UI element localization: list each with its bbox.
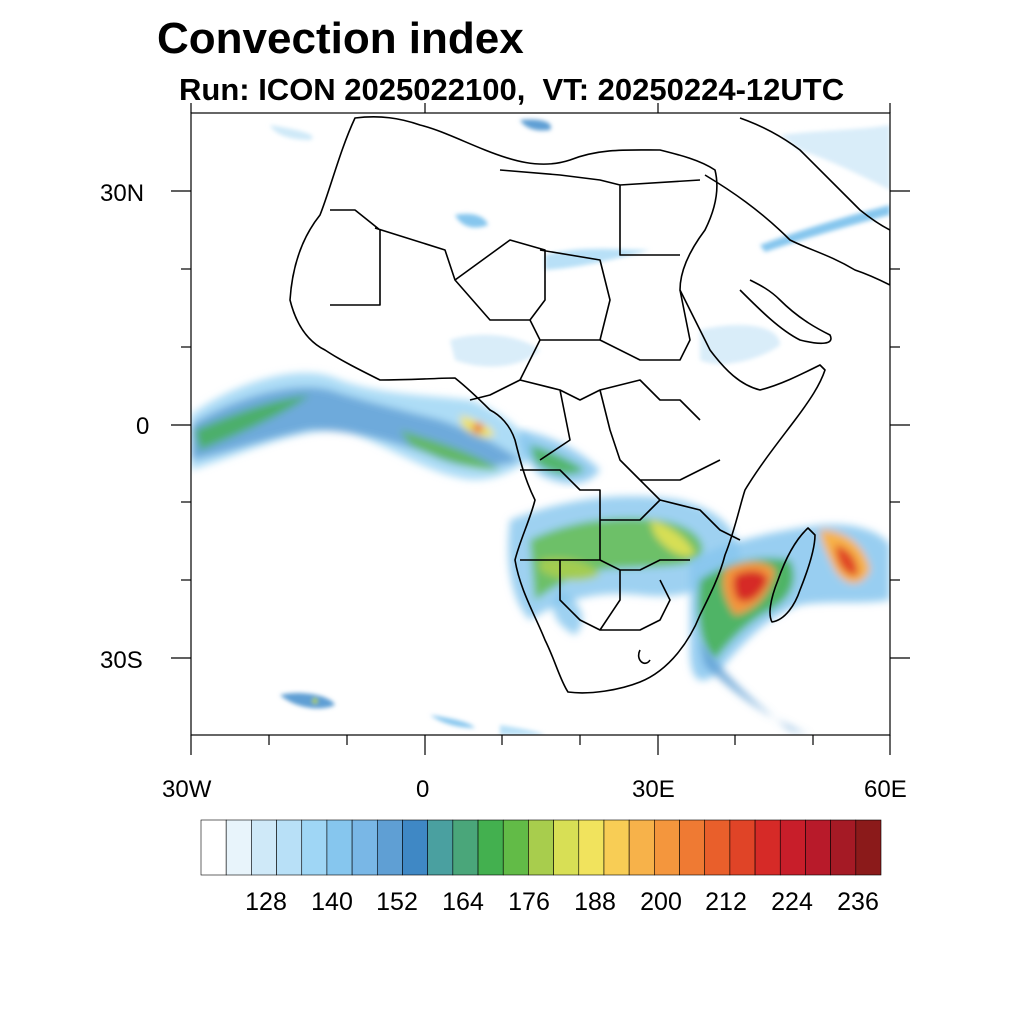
colorbar-swatch [326, 819, 353, 876]
axis-ticks [171, 103, 910, 755]
colorbar-swatch [603, 819, 630, 876]
colorbar-swatch [502, 819, 529, 876]
lon-label-30w: 30W [162, 776, 212, 803]
colorbar-swatch [251, 819, 277, 876]
colorbar-label: 236 [837, 888, 879, 916]
lon-label-0: 0 [416, 776, 430, 803]
colorbar-swatch [553, 819, 580, 876]
lat-label-30s: 30S [100, 647, 143, 674]
convection-mozambique-channel [690, 524, 890, 681]
horn-of-africa [739, 279, 832, 345]
colorbar-swatch [301, 819, 328, 876]
colorbar-label: 128 [245, 888, 287, 916]
convection-south-atlantic-blob [280, 693, 545, 735]
colorbar-swatch [578, 819, 605, 876]
colorbar-swatch [200, 819, 227, 876]
colorbar-swatch [679, 819, 706, 876]
colorbar-swatch [376, 819, 403, 876]
colorbar-swatch [830, 819, 857, 876]
border-lines [330, 169, 741, 665]
colorbar-label: 164 [442, 888, 484, 916]
colorbar-swatch [276, 819, 303, 876]
africa-coastline [289, 116, 826, 694]
colorbar-swatch [779, 819, 806, 876]
lon-label-60e: 60E [864, 776, 907, 803]
plot-frame [190, 112, 891, 736]
convection-sahel-spots [450, 213, 780, 367]
colorbar-label: 212 [705, 888, 747, 916]
chart-title: Convection index [157, 14, 524, 63]
convection-atlantic-band [191, 372, 540, 480]
colorbar-swatch [754, 819, 781, 876]
colorbar-swatch [805, 819, 831, 876]
colorbar-swatch [729, 819, 756, 876]
colorbar [200, 819, 882, 876]
colorbar-swatch [628, 819, 655, 876]
colorbar-swatch [452, 819, 479, 876]
colorbar-swatch [528, 819, 554, 876]
convection-central-africa [518, 430, 600, 484]
colorbar-label: 176 [508, 888, 550, 916]
colorbar-swatch [477, 819, 504, 876]
colorbar-label: 140 [311, 888, 353, 916]
colorbar-swatch [225, 819, 252, 876]
colorbar-swatch [654, 819, 680, 876]
colorbar-label: 152 [376, 888, 418, 916]
colorbar-label: 200 [640, 888, 682, 916]
lat-label-0: 0 [136, 413, 150, 440]
lon-label-30e: 30E [632, 776, 675, 803]
colorbar-swatch [855, 819, 882, 876]
colorbar-swatch [351, 819, 378, 876]
colorbar-label: 188 [574, 888, 616, 916]
convection-southern-africa [508, 496, 740, 635]
lat-label-30n: 30N [100, 180, 145, 207]
colorbar-label: 224 [771, 888, 813, 916]
chart-subtitle: Run: ICON 2025022100, VT: 20250224-12UTC [179, 72, 845, 107]
colorbar-swatch [402, 819, 428, 876]
madagascar-coastline [769, 527, 816, 623]
colorbar-swatch [704, 819, 731, 876]
convection-field [191, 119, 890, 735]
colorbar-swatch [427, 819, 454, 876]
convection-middle-east [270, 119, 890, 252]
coastlines [289, 116, 890, 694]
arabia-coastline [704, 117, 890, 286]
